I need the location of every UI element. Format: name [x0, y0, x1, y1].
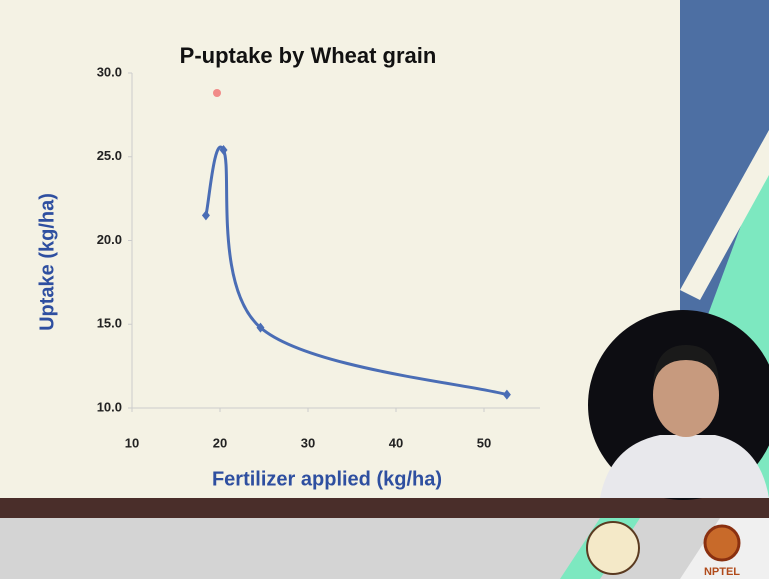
y-tick-label: 15.0: [97, 316, 122, 331]
point-marker: [256, 322, 265, 333]
point-marker: [502, 389, 511, 400]
point-marker: [201, 210, 210, 221]
x-tick-label: 40: [389, 435, 403, 450]
nptel-text: NPTEL: [704, 566, 740, 578]
y-axis-title: Uptake (kg/ha): [36, 193, 58, 331]
x-tick-label: 20: [213, 435, 227, 450]
x-tick-label: 10: [125, 435, 139, 450]
presenter-hair: [653, 345, 719, 385]
y-tick-label: 20.0: [97, 232, 122, 247]
x-tick-label: 30: [301, 435, 315, 450]
presenter-face: [653, 353, 719, 437]
plot: 10.0 15.0 20.0 25.0 30.0 10 20 30 40 50: [97, 64, 540, 450]
footer: [0, 518, 769, 579]
bottom-bar: [0, 498, 769, 518]
y-tick-label: 25.0: [97, 148, 122, 163]
nptel-logo: [703, 524, 741, 562]
side-stripe-gap: [680, 130, 769, 300]
y-tick-label: 10.0: [97, 399, 122, 414]
chart-title: P-uptake by Wheat grain: [180, 43, 437, 68]
presenter-shirt: [600, 435, 769, 498]
series-line: [204, 145, 508, 397]
pointer-dot: [213, 89, 221, 97]
x-axis-title: Fertilizer applied (kg/ha): [212, 468, 442, 490]
x-tick-label: 50: [477, 435, 491, 450]
institute-logo: [586, 521, 640, 575]
point-marker: [219, 145, 228, 156]
y-tick-label: 30.0: [97, 64, 122, 79]
